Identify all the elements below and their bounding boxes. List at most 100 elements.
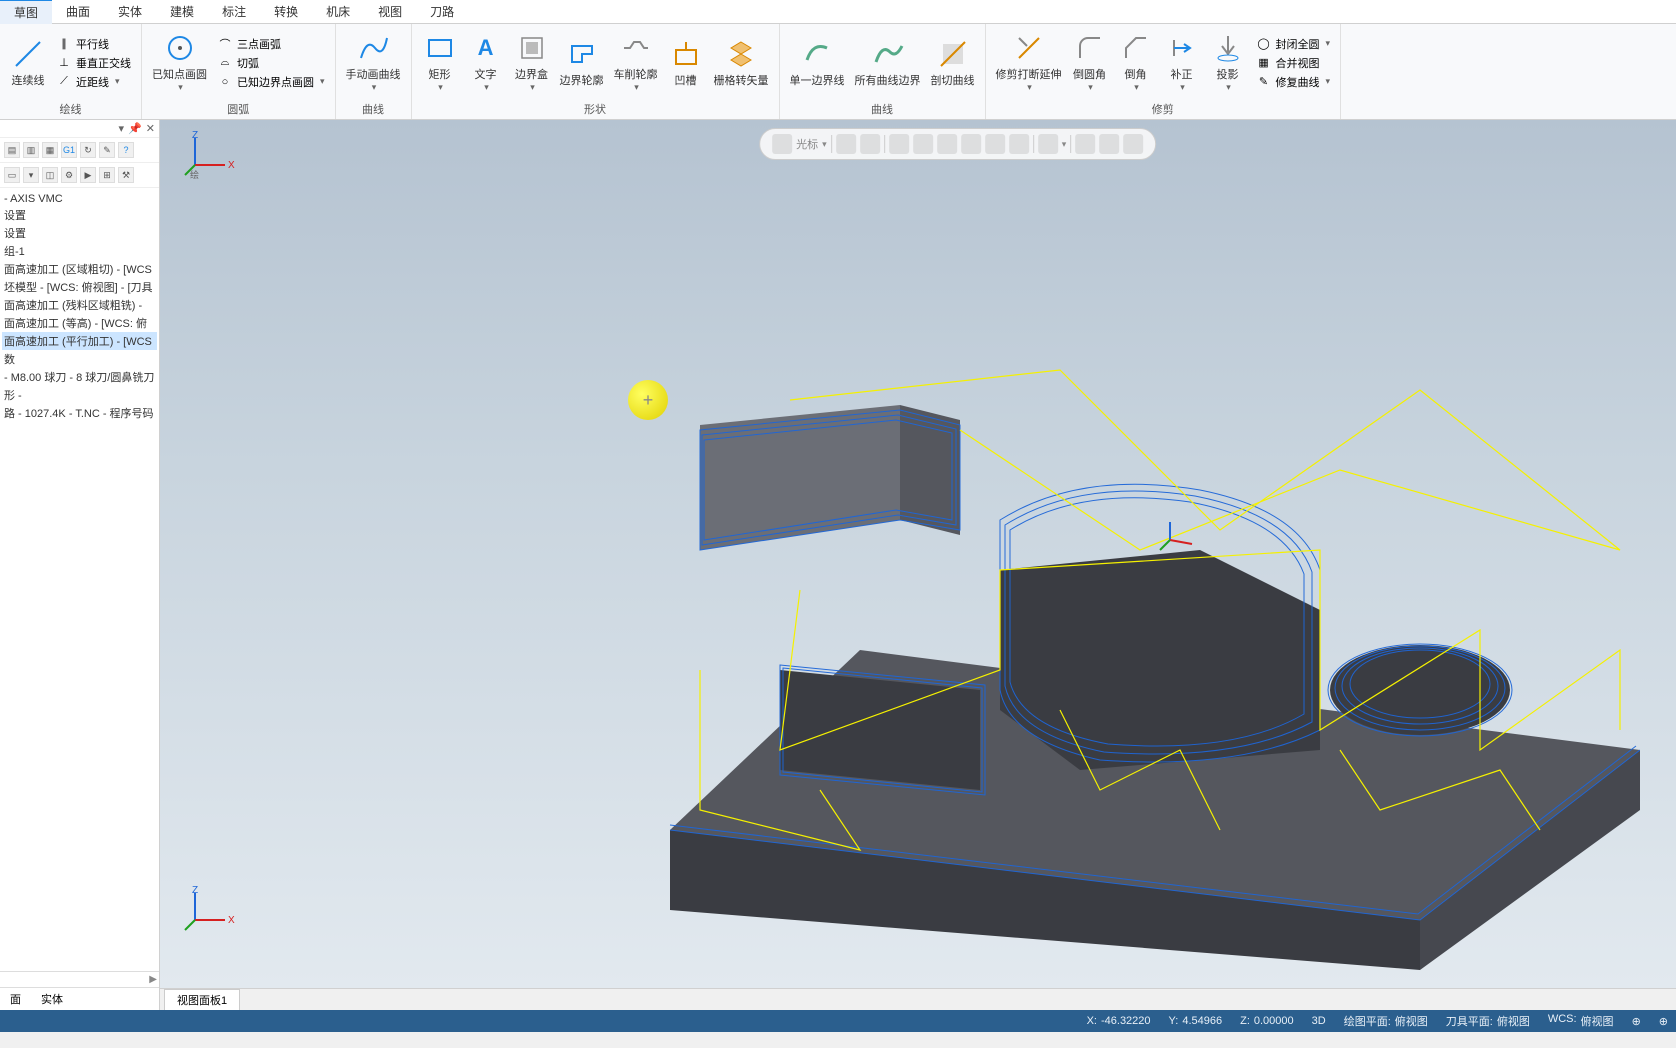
tb-icon-g1[interactable]: G1 — [61, 142, 77, 158]
side-tab-face[interactable]: 面 — [0, 988, 31, 1010]
btn-fillet[interactable]: 倒圆角▾ — [1068, 30, 1112, 95]
status-globe-icon[interactable]: ⊕ — [1632, 1015, 1641, 1028]
tab-transform[interactable]: 转换 — [260, 0, 312, 23]
tab-solid[interactable]: 实体 — [104, 0, 156, 23]
status-tool-plane[interactable]: 刀具平面:俯视图 — [1446, 1013, 1530, 1029]
btn-manual-curve[interactable]: 手动画曲线▾ — [342, 30, 405, 95]
btn-continuous-line[interactable]: 连续线 — [6, 36, 50, 90]
tab-model[interactable]: 建模 — [156, 0, 208, 23]
tb-icon-3[interactable]: ▦ — [42, 142, 58, 158]
svg-text:Z: Z — [192, 885, 198, 896]
tb2-icon-6[interactable]: ⊞ — [99, 167, 115, 183]
btn-boundary-circle[interactable]: ○已知边界点画圆▾ — [213, 73, 329, 91]
ctx-rot3-icon[interactable] — [1123, 134, 1143, 154]
tb2-icon-1[interactable]: ▭ — [4, 167, 20, 183]
axis-gizmo-bottom: Z X — [180, 885, 240, 938]
tree-item[interactable]: 面高速加工 (残料区域粗铣) - — [2, 296, 157, 314]
panel-pin-icon[interactable]: 📌 — [128, 122, 142, 135]
ctx-lock-icon[interactable] — [772, 134, 792, 154]
tab-machine[interactable]: 机床 — [312, 0, 364, 23]
tb-icon-help[interactable]: ? — [118, 142, 134, 158]
btn-groove[interactable]: 凹槽 — [664, 36, 708, 90]
btn-project[interactable]: 投影▾ — [1206, 30, 1250, 95]
tree-item[interactable]: 形 - — [2, 386, 157, 404]
tb2-icon-7[interactable]: ⚒ — [118, 167, 134, 183]
arc3-icon: ⌒ — [217, 36, 233, 52]
tree-item[interactable]: - AXIS VMC — [2, 192, 157, 206]
ctx-op4-icon[interactable] — [961, 134, 981, 154]
tb-icon-4[interactable]: ↻ — [80, 142, 96, 158]
btn-perpendicular-line[interactable]: ⊥垂直正交线 — [52, 54, 135, 72]
btn-three-point-arc[interactable]: ⌒三点画弧 — [213, 35, 329, 53]
svg-text:X: X — [228, 915, 235, 926]
tb2-icon-3[interactable]: ◫ — [42, 167, 58, 183]
viewport-3d[interactable]: Z X 绘 Z X 光标 ▾ — [160, 120, 1676, 988]
tree-item-selected[interactable]: 面高速加工 (平行加工) - [WCS — [2, 332, 157, 350]
ribbon-group-curve2: 单一边界线 所有曲线边界 剖切曲线 曲线 — [780, 24, 986, 119]
btn-parallel-line[interactable]: ∥平行线 — [52, 35, 135, 53]
tb-icon-5[interactable]: ✎ — [99, 142, 115, 158]
btn-merge-view[interactable]: ▦合并视图 — [1252, 54, 1335, 72]
tree-item[interactable]: 坯模型 - [WCS: 俯视图] - [刀具 — [2, 278, 157, 296]
ctx-op2-icon[interactable] — [913, 134, 933, 154]
btn-tangent-arc[interactable]: ⌓切弧 — [213, 54, 329, 72]
tab-annotate[interactable]: 标注 — [208, 0, 260, 23]
btn-chamfer[interactable]: 倒角▾ — [1114, 30, 1158, 95]
tree-item[interactable]: 数 — [2, 350, 157, 368]
tab-surface[interactable]: 曲面 — [52, 0, 104, 23]
ctx-rot2-icon[interactable] — [1099, 134, 1119, 154]
tab-toolpath[interactable]: 刀路 — [416, 0, 468, 23]
group-label-curve2: 曲线 — [786, 99, 979, 119]
btn-near-line[interactable]: ⟋近距线▾ — [52, 73, 135, 91]
tab-view[interactable]: 视图 — [364, 0, 416, 23]
ctx-rot1-icon[interactable] — [1075, 134, 1095, 154]
btn-text[interactable]: A文字▾ — [464, 30, 508, 95]
btn-rectangle[interactable]: 矩形▾ — [418, 30, 462, 95]
tree-item[interactable]: 组-1 — [2, 242, 157, 260]
status-mode[interactable]: 3D — [1312, 1015, 1326, 1027]
ctx-op1-icon[interactable] — [889, 134, 909, 154]
side-tab-solid[interactable]: 实体 — [31, 988, 73, 1010]
btn-section-curve[interactable]: 剖切曲线 — [927, 36, 979, 90]
btn-boundary-contour[interactable]: 边界轮廓 — [556, 36, 608, 90]
tab-sketch[interactable]: 草图 — [0, 0, 52, 24]
contour-icon — [566, 38, 598, 70]
btn-trim-break-extend[interactable]: 修剪打断延伸▾ — [992, 30, 1066, 95]
ctx-fill-icon[interactable] — [1038, 134, 1058, 154]
tree-item[interactable]: 路 - 1027.4K - T.NC - 程序号码 — [2, 404, 157, 422]
btn-circle-known-point[interactable]: 已知点画圆▾ — [148, 30, 211, 95]
btn-grid-to-vector[interactable]: 栅格转矢量 — [710, 36, 773, 90]
panel-close-icon[interactable]: ✕ — [146, 122, 155, 135]
tree-item[interactable]: - M8.00 球刀 - 8 球刀/圆鼻铣刀 — [2, 368, 157, 386]
btn-offset[interactable]: 补正▾ — [1160, 30, 1204, 95]
tree-item[interactable]: 设置 — [2, 206, 157, 224]
tb2-icon-4[interactable]: ⚙ — [61, 167, 77, 183]
btn-repair-curve[interactable]: ✎修复曲线▾ — [1252, 73, 1335, 91]
ctx-op3-icon[interactable] — [937, 134, 957, 154]
panel-dropdown-icon[interactable]: ▾ — [119, 122, 125, 135]
tree-item[interactable]: 面高速加工 (区域粗切) - [WCS — [2, 260, 157, 278]
tb-icon-2[interactable]: ▥ — [23, 142, 39, 158]
ctx-op5-icon[interactable] — [985, 134, 1005, 154]
tree-item[interactable]: 设置 — [2, 224, 157, 242]
tree-item[interactable]: 面高速加工 (等高) - [WCS: 俯 — [2, 314, 157, 332]
ctx-gear-icon[interactable] — [836, 134, 856, 154]
side-scrollbar[interactable]: ▶ — [0, 971, 159, 987]
btn-all-curve-boundary[interactable]: 所有曲线边界 — [851, 36, 925, 90]
btn-bounding-box[interactable]: 边界盒▾ — [510, 30, 554, 95]
side-toolbar-1: ▤ ▥ ▦ G1 ↻ ✎ ? — [0, 138, 159, 163]
btn-turning-contour[interactable]: 车削轮廓▾ — [610, 30, 662, 95]
viewport-tab-1[interactable]: 视图面板1 — [164, 989, 240, 1010]
ctx-pointer-icon[interactable] — [860, 134, 880, 154]
btn-close-full-circle[interactable]: ◯封闭全圆▾ — [1252, 35, 1335, 53]
btn-single-boundary[interactable]: 单一边界线 — [786, 36, 849, 90]
tb-icon-1[interactable]: ▤ — [4, 142, 20, 158]
tb2-icon-2[interactable]: ▾ — [23, 167, 39, 183]
status-wcs[interactable]: WCS:俯视图 — [1548, 1013, 1614, 1029]
status-globe2-icon[interactable]: ⊕ — [1659, 1015, 1668, 1028]
turn-icon — [620, 32, 652, 64]
tb2-icon-5[interactable]: ▶ — [80, 167, 96, 183]
ctx-op6-icon[interactable] — [1009, 134, 1029, 154]
status-z: Z:0.00000 — [1240, 1015, 1294, 1027]
status-draw-plane[interactable]: 绘图平面:俯视图 — [1344, 1013, 1428, 1029]
